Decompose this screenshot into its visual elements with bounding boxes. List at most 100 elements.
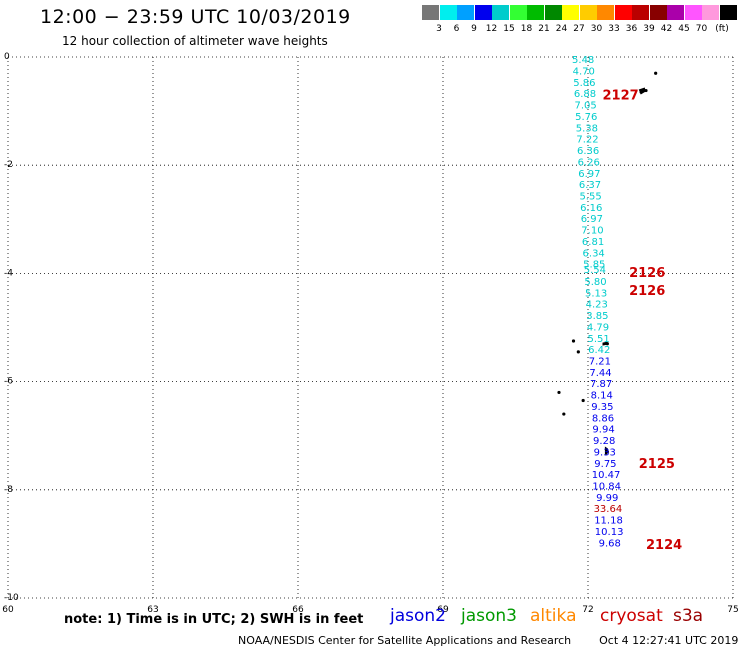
colorbar-swatch (719, 5, 737, 20)
latitude-tick-label: 0 (4, 52, 10, 62)
colorbar-label: 27 (573, 24, 585, 34)
longitude-tick-label: 63 (147, 605, 158, 615)
wave-height-value: 7.44 (589, 368, 611, 379)
colorbar-swatch (422, 5, 439, 20)
wave-height-value: 9.99 (596, 493, 618, 504)
colorbar-swatch (527, 5, 544, 20)
colorbar-swatch (632, 5, 649, 20)
island-marker (581, 398, 585, 403)
wave-height-value: 6.26 (578, 157, 600, 168)
latitude-tick-label: -10 (4, 593, 19, 603)
wave-height-value: 7.05 (575, 101, 597, 112)
colorbar-label: 30 (590, 24, 603, 34)
wave-height-value: 5.86 (573, 78, 595, 89)
wave-height-value: 8.86 (592, 413, 614, 424)
colorbar-label: 12 (485, 24, 498, 34)
island-shape (604, 446, 608, 455)
colorbar-label: 45 (678, 24, 690, 34)
colorbar-label: 39 (643, 24, 655, 34)
island-marker (562, 412, 566, 416)
colorbar-swatch (509, 5, 527, 20)
longitude-tick-label: 60 (2, 605, 14, 615)
units-note: note: 1) Time is in UTC; 2) SWH is in fe… (64, 612, 364, 627)
satellite-legend-jason2: jason2 (390, 606, 446, 626)
island-shape (638, 87, 646, 95)
orbit-track-label: 2126 (629, 284, 665, 299)
colorbar-swatch (492, 5, 509, 20)
wave-height-value: 4.79 (587, 322, 609, 333)
wave-height-value: 9.94 (592, 425, 614, 436)
latitude-tick-label: -4 (4, 268, 13, 278)
satellite-legend-jason3: jason3 (461, 606, 517, 626)
colorbar-swatch (562, 5, 579, 20)
satellite-legend-altika: altika (530, 606, 577, 626)
orbit-track-label: 2126 (629, 266, 665, 281)
colorbar-swatch (439, 5, 457, 20)
colorbar-swatch (544, 5, 562, 20)
island-marker (571, 339, 576, 343)
latitude-tick-label: -8 (4, 485, 13, 495)
wave-height-value: 5.76 (575, 112, 597, 123)
colorbar-label: 24 (555, 24, 568, 34)
colorbar-swatch (614, 5, 632, 20)
colorbar-swatch (579, 5, 597, 20)
wave-height-value: 6.37 (579, 180, 601, 191)
wave-height-value: 8.14 (591, 391, 613, 402)
wave-height-value: 7.21 (589, 357, 611, 368)
wave-height-value: 6.16 (580, 203, 602, 214)
colorbar-label: (ft) (715, 24, 729, 34)
wave-height-value: 6.97 (581, 214, 603, 225)
island-marker (557, 390, 561, 395)
footer-credit: NOAA/NESDIS Center for Satellite Applica… (238, 634, 572, 647)
wave-height-value: 9.68 (599, 538, 621, 549)
wave-height-value: 9.33 (594, 447, 616, 458)
orbit-track-label: 2125 (639, 457, 675, 472)
island-shape (602, 341, 608, 346)
wave-height-value: 5.13 (585, 288, 607, 299)
wave-height-value: 6.88 (574, 89, 596, 100)
wave-height-value: 6.34 (583, 248, 605, 259)
wave-height-value: 10.13 (595, 527, 624, 538)
wave-height-value: 5.54 (584, 265, 606, 276)
wave-height-value: 9.28 (593, 436, 615, 447)
colorbar-label: 15 (503, 24, 515, 34)
colorbar-label: 9 (471, 24, 477, 34)
footer: NOAA/NESDIS Center for Satellite Applica… (238, 634, 738, 647)
wave-height-value: 5.55 (579, 191, 601, 202)
longitude-tick-label: 72 (582, 605, 593, 615)
colorbar-swatch (597, 5, 614, 20)
colorbar-swatch (684, 5, 702, 20)
map-title: 12:00 − 23:59 UTC 10/03/2019 (40, 6, 351, 28)
longitude-tick-label: 69 (437, 605, 449, 615)
wave-height-value: 5.85 (583, 260, 605, 271)
map-subtitle: 12 hour collection of altimeter wave hei… (62, 34, 328, 48)
wave-height-value: 5.51 (587, 334, 609, 345)
wave-height-value: 9.35 (591, 402, 613, 413)
satellite-legend-cryosat: cryosat (600, 606, 663, 626)
wave-height-value: 6.42 (588, 345, 610, 356)
wave-height-value: 3.85 (586, 311, 608, 322)
orbit-track-label: 2127 (603, 88, 639, 103)
wave-height-value: 6.97 (578, 169, 600, 180)
wave-height-value: 5.38 (576, 123, 598, 134)
colorbar-swatch (702, 5, 719, 20)
colorbar-label: 21 (538, 24, 550, 34)
latitude-tick-label: -2 (4, 160, 13, 170)
latitude-tick-label: -6 (4, 377, 13, 387)
longitude-tick-label: 75 (727, 605, 738, 615)
colorbar-label: 42 (660, 24, 673, 34)
colorbar-label: 6 (453, 24, 460, 34)
colorbar-label: 18 (520, 24, 533, 34)
colorbar-swatch (649, 5, 667, 20)
longitude-tick-label: 66 (292, 605, 304, 615)
wave-height-value: 11.18 (594, 516, 623, 527)
wave-height-value: 9.75 (594, 459, 616, 470)
wave-height-value: 7.10 (581, 226, 603, 237)
orbit-track-label: 2124 (646, 538, 682, 553)
colorbar-label: 70 (695, 24, 708, 34)
colorbar-label: 3 (436, 24, 442, 34)
wave-height-value: 5.80 (584, 277, 606, 288)
wave-height-value: 5.48 (572, 55, 594, 66)
wave-height-value: 7.22 (576, 135, 598, 146)
